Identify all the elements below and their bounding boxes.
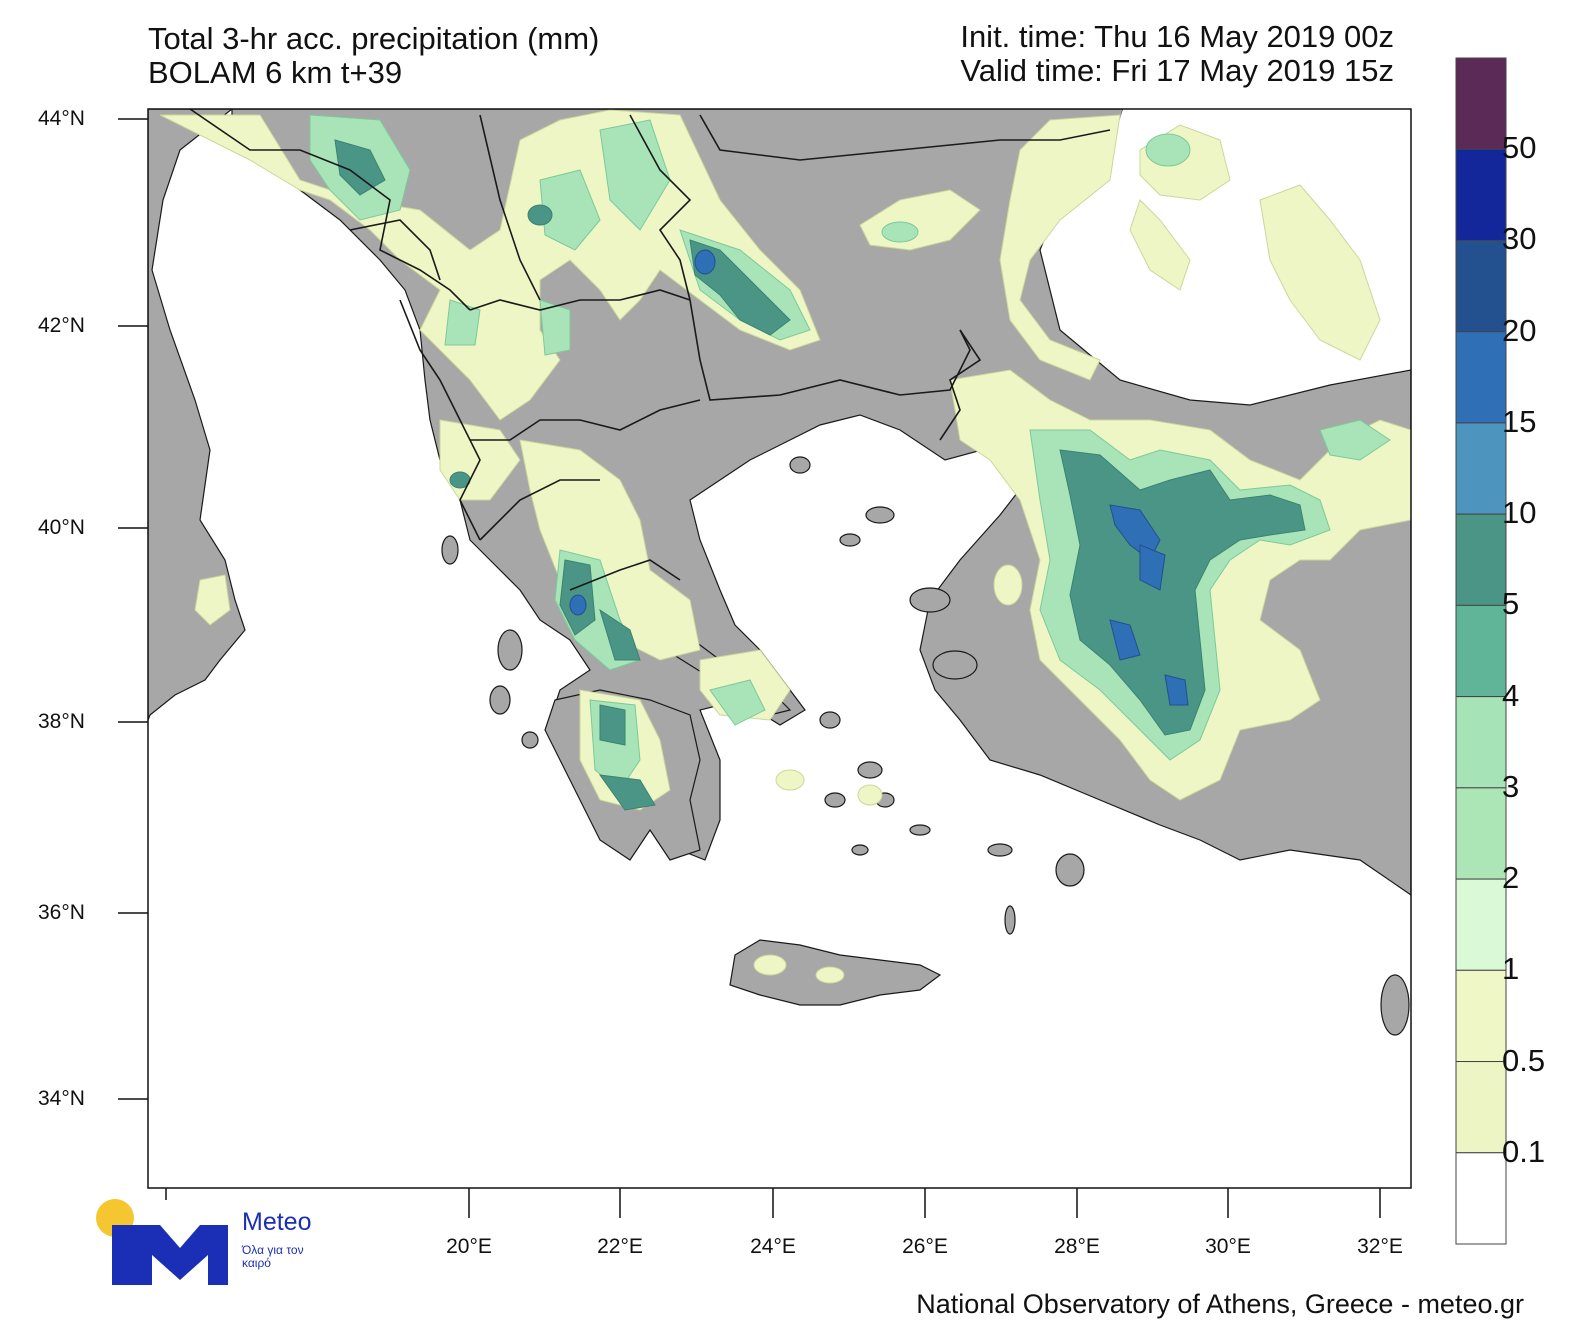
lon-label-20: 20°E	[446, 1235, 492, 1258]
lon-label-24: 24°E	[750, 1235, 796, 1258]
legend-level-label: 20	[1502, 312, 1537, 348]
legend-swatch	[1455, 696, 1507, 789]
legend-swatch	[1455, 969, 1507, 1063]
lat-label-38: 38°N	[38, 710, 85, 733]
legend-swatch	[1455, 239, 1507, 333]
map-body	[148, 109, 1411, 1036]
lon-label-30: 30°E	[1205, 1235, 1251, 1258]
legend-swatch	[1455, 331, 1507, 424]
legend-level-label: 3	[1502, 768, 1520, 804]
legend-swatch	[1455, 513, 1507, 606]
footer-credit: National Observatory of Athens, Greece -…	[916, 1289, 1524, 1319]
legend-level-label: 10	[1502, 495, 1537, 531]
meteo-m-logo-icon	[96, 1199, 228, 1285]
lat-label-36: 36°N	[38, 901, 85, 924]
lat-label-42: 42°N	[38, 314, 85, 337]
legend-swatch	[1455, 1061, 1507, 1154]
title-line-2: BOLAM 6 km t+39	[148, 55, 403, 90]
init-time: Init. time: Thu 16 May 2019 00z	[960, 19, 1394, 54]
lon-label-28: 28°E	[1054, 1235, 1100, 1258]
lon-label-26: 26°E	[902, 1235, 948, 1258]
legend-level-label: 50	[1502, 130, 1537, 166]
legend-level-label: 0.1	[1502, 1133, 1546, 1169]
aegean-islands	[441, 456, 1410, 1036]
land-italy	[148, 109, 246, 721]
lon-label-22: 22°E	[597, 1235, 643, 1258]
valid-time: Valid time: Fri 17 May 2019 15z	[960, 53, 1394, 88]
legend-level-label: 2	[1502, 860, 1520, 896]
lon-ticks	[165, 1188, 1381, 1218]
legend-level-label: 5	[1502, 586, 1520, 622]
lon-label-32: 32°E	[1357, 1235, 1403, 1258]
legend-level-label: 30	[1502, 221, 1537, 257]
legend-swatch	[1455, 422, 1507, 515]
legend-swatch	[1455, 57, 1507, 150]
precip-very-heavy	[569, 249, 1189, 706]
map-frame	[147, 108, 1412, 1189]
logo-word: Meteo	[242, 1208, 312, 1236]
lat-label-40: 40°N	[38, 516, 85, 539]
country-borders	[189, 109, 1111, 591]
legend-level-label: 4	[1502, 677, 1520, 713]
legend-swatch	[1455, 148, 1507, 241]
legend-swatch	[1455, 1152, 1507, 1245]
legend-level-label: 0.5	[1502, 1042, 1546, 1078]
lat-label-34: 34°N	[38, 1087, 85, 1110]
time-stamps: Init. time: Thu 16 May 2019 00z Valid ti…	[960, 20, 1394, 88]
map-title: Total 3-hr acc. precipitation (mm) BOLAM…	[148, 22, 599, 90]
logo-tagline: Όλα για τον καιρό	[242, 1243, 304, 1270]
lat-label-44: 44°N	[38, 107, 85, 130]
title-line-1: Total 3-hr acc. precipitation (mm)	[148, 21, 600, 56]
lat-ticks	[118, 118, 148, 1100]
legend-level-label: 15	[1502, 403, 1537, 439]
legend-swatch	[1455, 878, 1507, 971]
legend-swatch	[1455, 604, 1507, 698]
colour-legend	[1455, 57, 1507, 1245]
legend-swatch	[1455, 787, 1507, 880]
legend-level-label: 1	[1502, 951, 1520, 987]
